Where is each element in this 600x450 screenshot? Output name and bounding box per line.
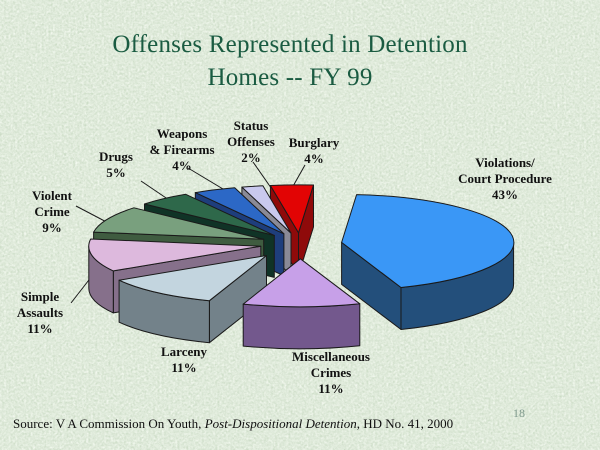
label-simple-assaults: Simple Assaults 11% — [16, 289, 64, 336]
source-prefix: Source: V A Commission On Youth, — [13, 416, 205, 431]
page-number: 18 — [513, 406, 525, 420]
title-line-1: Offenses Represented in Detention — [112, 31, 468, 58]
slide-title: Offenses Represented in Detention Homes … — [0, 28, 580, 94]
source-suffix: , HD No. 41, 2000 — [356, 416, 454, 431]
source-citation: Source: V A Commission On Youth, Post-Di… — [13, 416, 453, 432]
label-violent-crime: Violent Crime 9% — [32, 188, 72, 235]
label-burglary: Burglary 4% — [288, 135, 340, 166]
label-drugs: Drugs 5% — [99, 149, 133, 180]
source-work-title: Post-Dispositional Detention — [204, 416, 357, 431]
leader-line — [291, 164, 306, 189]
label-violations-court-procedure: Violations/ Court Procedure 43% — [458, 155, 552, 202]
title-line-2: Homes -- FY 99 — [207, 64, 373, 91]
label-status-offenses: Status Offenses 2% — [227, 118, 275, 165]
label-miscellaneous-crimes: Miscellaneous Crimes 11% — [292, 349, 370, 396]
label-larceny: Larceny 11% — [161, 344, 207, 375]
pie-slice-violations-court-procedure — [341, 194, 515, 330]
pie-slice-miscellaneous-crimes — [242, 258, 361, 350]
pie-slice-larceny — [118, 255, 267, 344]
label-weapons-firearms: Weapons & Firearms 4% — [149, 126, 215, 173]
